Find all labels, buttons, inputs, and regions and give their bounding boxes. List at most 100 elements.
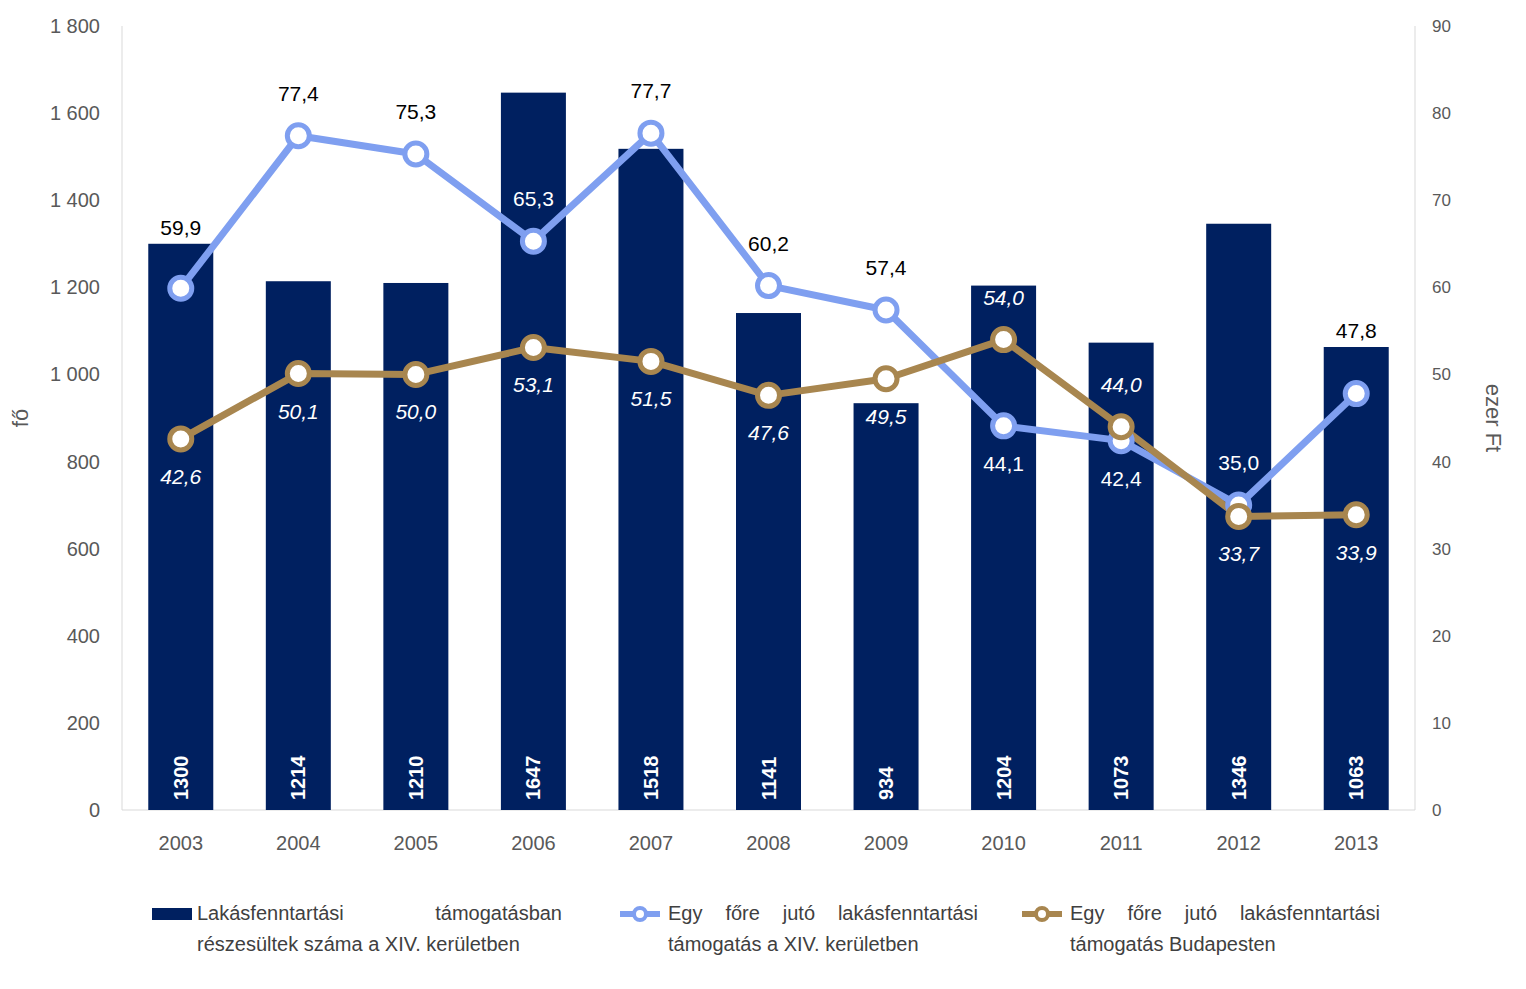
- line-marker: [993, 329, 1015, 351]
- line-marker: [875, 299, 897, 321]
- bar-data-label: 1346: [1228, 756, 1250, 801]
- bar: [501, 93, 566, 810]
- line-marker: [1345, 504, 1367, 526]
- line-marker: [170, 428, 192, 450]
- legend-label: Egy főre jutó lakásfenntartási támogatás…: [1070, 898, 1380, 960]
- bar-data-label: 1204: [993, 755, 1015, 800]
- line-data-label: 77,4: [278, 82, 319, 105]
- x-tick-label: 2012: [1216, 832, 1261, 854]
- line-data-label: 50,1: [278, 400, 319, 423]
- y2-tick-label: 70: [1432, 191, 1451, 210]
- y-tick-label: 1 000: [50, 363, 100, 385]
- y2-tick-label: 60: [1432, 278, 1451, 297]
- line-marker: [1345, 383, 1367, 405]
- line: [181, 340, 1356, 517]
- x-tick-label: 2007: [629, 832, 674, 854]
- x-tick-label: 2008: [746, 832, 791, 854]
- bar: [971, 286, 1036, 810]
- bar: [383, 283, 448, 810]
- line-marker: [640, 350, 662, 372]
- y2-tick-label: 90: [1432, 17, 1451, 36]
- line-data-label: 59,9: [160, 216, 201, 239]
- y-axis-line: [122, 26, 123, 810]
- data-labels: 1300 1214 1210 1647 1518 1141 934 1204 1073 1346 1…: [160, 79, 1377, 800]
- line-data-label: 42,6: [160, 465, 201, 488]
- y2-axis-title: ezer Ft: [1481, 384, 1506, 452]
- bar-data-label: 1210: [405, 756, 427, 801]
- line-data-label: 47,6: [748, 421, 789, 444]
- x-tick-label: 2009: [864, 832, 909, 854]
- x-tick-label: 2013: [1334, 832, 1379, 854]
- bar: [854, 403, 919, 810]
- y-tick-label: 1 400: [50, 189, 100, 211]
- y2-tick-label: 20: [1432, 627, 1451, 646]
- y2-tick-label: 80: [1432, 104, 1451, 123]
- line-marker: [1228, 505, 1250, 527]
- bar-data-label: 1300: [170, 756, 192, 801]
- x-tick-label: 2003: [159, 832, 204, 854]
- line-marker: [287, 363, 309, 385]
- x-tick-label: 2004: [276, 832, 321, 854]
- y2-tick-label: 50: [1432, 365, 1451, 384]
- line-data-label: 44,0: [1101, 373, 1142, 396]
- x-tick-label: 2005: [394, 832, 439, 854]
- bar: [266, 281, 331, 810]
- legend-label: Lakásfenntartási támogatásban részesülte…: [197, 898, 562, 960]
- line-data-label: 44,1: [983, 452, 1024, 475]
- bar-data-label: 1518: [640, 756, 662, 801]
- bar-data-label: 1063: [1345, 756, 1367, 801]
- y-tick-label: 1 600: [50, 102, 100, 124]
- legend-label: Egy főre jutó lakásfenntartási támogatás…: [668, 898, 978, 960]
- y-tick-label: 1 800: [50, 15, 100, 37]
- line-data-label: 77,7: [631, 79, 672, 102]
- bar-data-label: 1647: [522, 756, 544, 801]
- y-tick-label: 600: [67, 538, 100, 560]
- line-data-label: 47,8: [1336, 319, 1377, 342]
- line-marker: [640, 122, 662, 144]
- y-tick-label: 1 200: [50, 276, 100, 298]
- y2-axis-line: [1415, 26, 1416, 810]
- bar-data-label: 1141: [758, 757, 780, 800]
- y2-tick-label: 10: [1432, 714, 1451, 733]
- y-tick-label: 200: [67, 712, 100, 734]
- legend-marker: [634, 908, 646, 920]
- y-tick-label: 400: [67, 625, 100, 647]
- line-data-label: 54,0: [983, 286, 1024, 309]
- line-data-label: 33,7: [1218, 542, 1260, 565]
- line-data-label: 35,0: [1218, 451, 1259, 474]
- bar-data-label: 934: [875, 766, 897, 800]
- y-axis-title: fő: [8, 409, 33, 427]
- line-marker: [405, 143, 427, 165]
- legend-swatch: [152, 908, 192, 920]
- line-marker: [522, 336, 544, 358]
- line-marker: [170, 277, 192, 299]
- line-marker: [875, 368, 897, 390]
- y2-tick-label: 0: [1432, 801, 1441, 820]
- x-tick-label: 2010: [981, 832, 1026, 854]
- line-marker: [1110, 416, 1132, 438]
- y-tick-label: 0: [89, 799, 100, 821]
- line: [181, 133, 1356, 505]
- y2-tick-label: 30: [1432, 540, 1451, 559]
- line-marker: [993, 415, 1015, 437]
- line-data-label: 42,4: [1101, 467, 1142, 490]
- line-data-label: 65,3: [513, 187, 554, 210]
- line-data-label: 60,2: [748, 232, 789, 255]
- y2-tick-label: 40: [1432, 453, 1451, 472]
- plot-marks: [148, 93, 1388, 810]
- line-data-label: 33,9: [1336, 541, 1377, 564]
- y-tick-label: 800: [67, 451, 100, 473]
- bar: [148, 244, 213, 810]
- bar-data-label: 1073: [1110, 756, 1132, 801]
- legend-marker: [1036, 908, 1048, 920]
- line-data-label: 50,0: [395, 400, 436, 423]
- line-marker: [405, 363, 427, 385]
- line-marker: [758, 384, 780, 406]
- line-data-label: 49,5: [866, 405, 907, 428]
- line-data-label: 75,3: [395, 100, 436, 123]
- bar-data-label: 1214: [287, 755, 309, 800]
- x-tick-label: 2011: [1100, 832, 1143, 854]
- line-data-label: 51,5: [631, 387, 672, 410]
- chart-root: 0 200 400 600 800 1 000 1 200 1 400 1 600 1 800 0 1…: [0, 0, 1526, 989]
- chart-svg: 0 200 400 600 800 1 000 1 200 1 400 1 600 1 800 0 1…: [0, 0, 1526, 989]
